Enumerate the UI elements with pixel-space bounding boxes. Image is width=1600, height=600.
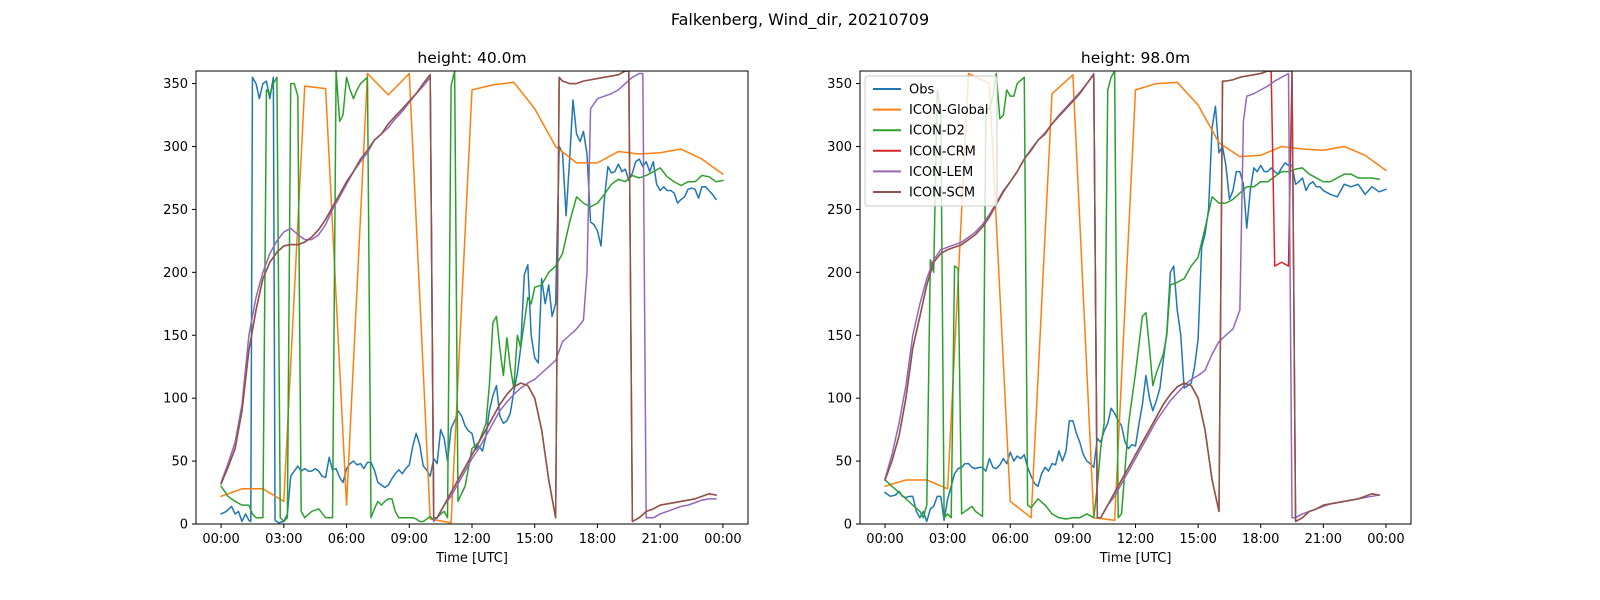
chart-panel-left: 00:00 03:00 06:00 09:00 12:00 15:00 18:00 21:00… <box>163 49 749 566</box>
x-tick-label: 15:00 <box>1179 532 1216 547</box>
y-tick-label: 250 <box>827 203 852 218</box>
series-line-icon-global <box>884 72 1387 521</box>
series-line-icon-scm <box>220 71 717 523</box>
x-tick-label: 12:00 <box>1117 532 1154 547</box>
x-tick-label: 21:00 <box>641 532 678 547</box>
y-tick-label: 250 <box>163 203 188 218</box>
y-tick-label: 50 <box>835 455 852 470</box>
y-tick-label: 200 <box>827 266 852 281</box>
y-tick-label: 150 <box>827 329 852 344</box>
y-tick-label: 50 <box>171 455 188 470</box>
legend-label: Obs <box>909 83 934 98</box>
series-line-obs <box>884 105 1387 523</box>
x-tick-label: 09:00 <box>1054 532 1091 547</box>
y-tick-label: 200 <box>163 266 188 281</box>
legend-label: ICON-D2 <box>909 124 965 139</box>
x-tick-label: 21:00 <box>1305 532 1342 547</box>
x-tick-label: 09:00 <box>391 532 428 547</box>
legend-label: ICON-Global <box>909 103 989 118</box>
legend-label: ICON-SCM <box>909 186 975 201</box>
x-tick-label: 18:00 <box>579 532 616 547</box>
legend-box <box>864 75 998 207</box>
series-lines <box>883 71 1387 523</box>
x-tick-label: 06:00 <box>992 532 1029 547</box>
series-line-icon-global <box>220 72 724 524</box>
chart-title: height: 98.0m <box>1081 49 1190 67</box>
x-tick-label: 00:00 <box>704 532 741 547</box>
chart-panel-right: 00:00 03:00 06:00 09:00 12:00 15:00 18:00 21:00… <box>827 49 1412 566</box>
x-tick-label: 18:00 <box>1242 532 1279 547</box>
series-line-icon-d2 <box>883 71 1380 520</box>
series-line-icon-lem <box>884 72 1380 519</box>
series-line-obs <box>220 76 718 524</box>
y-tick-label: 300 <box>163 140 188 155</box>
legend-label: ICON-CRM <box>909 144 976 159</box>
x-tick-label: 00:00 <box>202 532 239 547</box>
y-tick-label: 100 <box>827 392 852 407</box>
y-tick-label: 300 <box>827 140 852 155</box>
x-axis-label: Time [UTC] <box>1099 551 1172 566</box>
y-tick-label: 0 <box>844 518 852 533</box>
legend: Obs ICON-Global ICON-D2 ICON-CRM ICON-LEM ICO… <box>864 75 998 207</box>
legend-label: ICON-LEM <box>909 165 973 180</box>
y-tick-label: 350 <box>827 77 852 92</box>
x-tick-label: 15:00 <box>516 532 553 547</box>
chart-title: height: 40.0m <box>417 49 526 67</box>
series-lines <box>220 71 724 524</box>
x-tick-label: 03:00 <box>265 532 302 547</box>
x-tick-label: 12:00 <box>453 532 490 547</box>
x-tick-label: 00:00 <box>1367 532 1404 547</box>
x-axis-label: Time [UTC] <box>435 551 508 566</box>
figure-suptitle: Falkenberg, Wind_dir, 20210709 <box>671 10 929 30</box>
y-tick-label: 150 <box>163 329 188 344</box>
y-tick-label: 0 <box>180 518 188 533</box>
x-tick-label: 00:00 <box>866 532 903 547</box>
x-tick-label: 03:00 <box>929 532 966 547</box>
y-tick-label: 100 <box>163 392 188 407</box>
x-tick-label: 06:00 <box>328 532 365 547</box>
y-tick-label: 350 <box>163 77 188 92</box>
series-line-icon-scm <box>884 71 1380 523</box>
